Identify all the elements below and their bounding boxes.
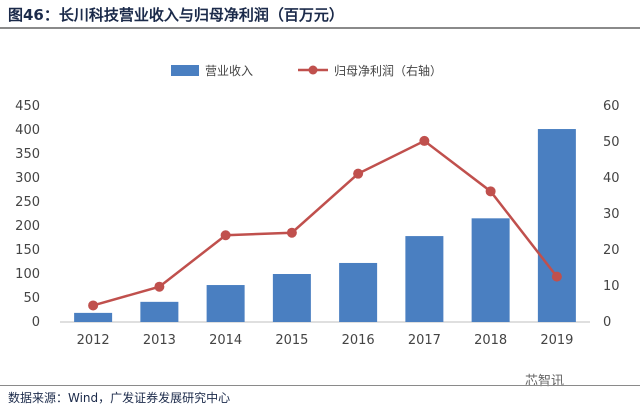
point-profit — [485, 186, 496, 197]
bar-revenue — [405, 236, 444, 322]
y-left-tick-label: 300 — [15, 171, 40, 186]
line-profit-path — [92, 139, 558, 307]
bar-revenue — [537, 129, 576, 322]
y-right-tick-label: 50 — [603, 135, 620, 150]
bar-revenue — [471, 218, 510, 322]
bars-revenue — [74, 129, 576, 322]
bar-revenue — [140, 301, 179, 322]
x-tick-label: 2013 — [143, 333, 176, 348]
y-left-tick-label: 100 — [15, 267, 40, 282]
y-left-tick-label: 50 — [23, 291, 40, 306]
point-profit — [419, 135, 430, 146]
x-tick-label: 2019 — [540, 333, 573, 348]
source-divider — [0, 385, 640, 386]
bar-revenue — [272, 274, 311, 322]
y-left-tick-label: 200 — [15, 219, 40, 234]
y-left-tick-label: 0 — [32, 315, 40, 330]
point-profit — [551, 271, 562, 282]
bar-revenue — [339, 262, 378, 322]
y-right-tick-label: 60 — [603, 99, 620, 114]
point-profit — [220, 230, 231, 241]
chart-canvas: 营业收入 归母净利润（右轴） 0501001502002503003504004… — [15, 63, 619, 348]
legend-label-revenue: 营业收入 — [205, 64, 253, 78]
axes: 0 50 100 150 200 250 300 350 400 450 0 10 20 30 40 50 60… — [15, 99, 619, 348]
point-profit — [353, 168, 364, 179]
x-tick-label: 2017 — [408, 333, 441, 348]
y-left-tick-label: 150 — [15, 243, 40, 258]
chart-title: 图46：长川科技营业收入与归母净利润（百万元） — [8, 6, 344, 24]
title-divider — [0, 27, 640, 29]
source-note: 数据来源：Wind，广发证券发展研究中心 — [8, 391, 231, 405]
legend-label-profit: 归母净利润（右轴） — [334, 63, 442, 78]
legend-marker-profit — [308, 65, 318, 75]
bar-revenue — [74, 312, 113, 322]
y-left-tick-label: 350 — [15, 147, 40, 162]
y-right-tick-label: 10 — [603, 279, 620, 294]
x-tick-label: 2016 — [342, 333, 375, 348]
x-tick-label: 2014 — [209, 333, 242, 348]
legend-swatch-revenue — [171, 65, 199, 76]
x-tick-label: 2012 — [77, 333, 110, 348]
watermark-text: 芯智讯 — [525, 374, 565, 389]
line-profit — [88, 135, 562, 311]
y-right-tick-label: 0 — [603, 315, 611, 330]
point-profit — [154, 281, 165, 292]
y-right-tick-label: 40 — [603, 171, 620, 186]
legend: 营业收入 归母净利润（右轴） — [171, 63, 442, 78]
y-left-tick-label: 450 — [15, 99, 40, 114]
x-tick-label: 2018 — [474, 333, 507, 348]
point-profit — [88, 300, 99, 311]
y-right-tick-label: 30 — [603, 207, 620, 222]
bar-revenue — [206, 285, 245, 322]
y-left-tick-label: 250 — [15, 195, 40, 210]
y-right-tick-label: 20 — [603, 243, 620, 258]
x-tick-label: 2015 — [275, 333, 308, 348]
point-profit — [286, 227, 297, 238]
y-left-tick-label: 400 — [15, 123, 40, 138]
